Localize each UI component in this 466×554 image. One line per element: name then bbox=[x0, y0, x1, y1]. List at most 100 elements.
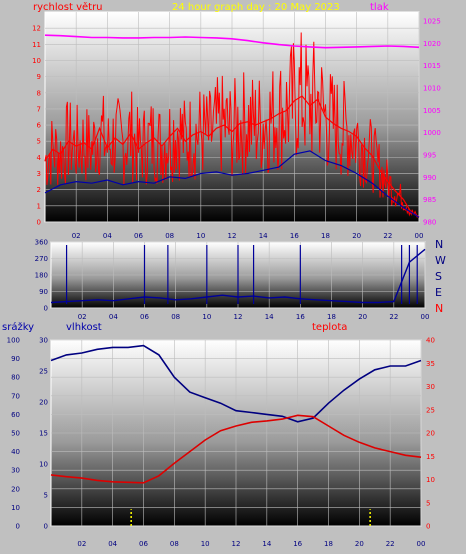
temperature-tick-label: 15 bbox=[426, 453, 435, 461]
compass-s: S bbox=[435, 270, 442, 283]
x-tick-label: 20 bbox=[355, 540, 364, 548]
rain-tick-label: 20 bbox=[11, 485, 20, 493]
temperature-tick-label: 10 bbox=[426, 476, 435, 484]
temperature-series bbox=[50, 414, 422, 484]
series-layer bbox=[44, 32, 426, 526]
x-tick-label: 16 bbox=[290, 232, 299, 240]
x-tick-label: 14 bbox=[265, 313, 274, 321]
pressure-tick-label: 1015 bbox=[423, 62, 441, 70]
x-tick-label: 08 bbox=[171, 313, 180, 321]
pressure-tick-label: 980 bbox=[423, 219, 436, 227]
x-tick-label: 08 bbox=[165, 232, 174, 240]
humidity-tick-label: 10 bbox=[39, 461, 48, 469]
x-tick-label: 06 bbox=[134, 232, 143, 240]
wind-gust-series bbox=[44, 32, 419, 219]
humidity-tick-label: 15 bbox=[39, 430, 48, 438]
direction-tick-label: 0 bbox=[44, 305, 48, 313]
x-tick-label: 02 bbox=[77, 540, 86, 548]
wind-tick-label: 10 bbox=[32, 57, 41, 65]
wind-tick-label: 1 bbox=[37, 202, 41, 210]
x-tick-label: 00 bbox=[421, 313, 430, 321]
x-tick-label: 12 bbox=[228, 232, 237, 240]
x-tick-label: 22 bbox=[389, 313, 398, 321]
compass-n-bottom: N bbox=[435, 302, 443, 315]
x-tick-label: 10 bbox=[201, 540, 210, 548]
wind-tick-label: 3 bbox=[37, 170, 41, 178]
pressure-tick-label: 1005 bbox=[423, 107, 441, 115]
rain-tick-label: 50 bbox=[11, 430, 20, 438]
wind-speed-series bbox=[44, 95, 420, 218]
wind-axis-title: rychlost větru bbox=[33, 1, 103, 13]
pressure-series bbox=[44, 34, 420, 49]
x-tick-label: 14 bbox=[259, 232, 268, 240]
direction-tick-label: 90 bbox=[39, 288, 48, 296]
x-tick-label: 00 bbox=[417, 540, 426, 548]
pressure-tick-label: 985 bbox=[423, 196, 436, 204]
temperature-tick-label: 35 bbox=[426, 360, 435, 368]
rain-tick-label: 40 bbox=[11, 448, 20, 456]
wind-tick-label: 5 bbox=[37, 138, 41, 146]
pressure-tick-label: 990 bbox=[423, 174, 436, 182]
x-tick-label: 12 bbox=[234, 313, 243, 321]
rain-tick-label: 90 bbox=[11, 355, 20, 363]
pressure-tick-label: 1010 bbox=[423, 84, 441, 92]
rain-tick-label: 30 bbox=[11, 467, 20, 475]
x-tick-label: 04 bbox=[108, 540, 117, 548]
x-tick-label: 00 bbox=[415, 232, 424, 240]
rain-tick-label: 0 bbox=[16, 523, 20, 531]
humidity-tick-label: 5 bbox=[44, 492, 48, 500]
temperature-tick-label: 0 bbox=[426, 523, 430, 531]
rain-tick-label: 70 bbox=[11, 392, 20, 400]
x-tick-label: 02 bbox=[78, 313, 87, 321]
x-tick-label: 10 bbox=[196, 232, 205, 240]
humidity-tick-label: 20 bbox=[39, 399, 48, 407]
humidity-tick-label: 25 bbox=[39, 368, 48, 376]
rain-tick-label: 100 bbox=[7, 337, 20, 345]
wind-tick-label: 12 bbox=[32, 25, 41, 33]
x-tick-label: 18 bbox=[327, 313, 336, 321]
compass-w: W bbox=[435, 254, 446, 267]
wind-tick-label: 11 bbox=[32, 41, 41, 49]
axis-labels: 02 04 06 08 10 12 14 16 18 20 22 000123456789101112… bbox=[7, 17, 441, 548]
chart-title: 24 hour graph day : 20 May 2023 bbox=[172, 2, 340, 13]
x-tick-label: 12 bbox=[232, 540, 241, 548]
x-tick-label: 18 bbox=[324, 540, 333, 548]
humidity-series bbox=[50, 344, 422, 423]
pressure-tick-label: 995 bbox=[423, 151, 436, 159]
x-tick-label: 04 bbox=[103, 232, 112, 240]
x-tick-label: 02 bbox=[72, 232, 81, 240]
temperature-tick-label: 5 bbox=[426, 499, 430, 507]
wind-tick-label: 4 bbox=[37, 154, 42, 162]
x-tick-label: 08 bbox=[170, 540, 179, 548]
wind-tick-label: 2 bbox=[37, 186, 41, 194]
direction-tick-label: 360 bbox=[35, 239, 48, 247]
rain-axis-title: srážky bbox=[2, 321, 34, 333]
wind-tick-label: 7 bbox=[37, 105, 41, 113]
pressure-tick-label: 1020 bbox=[423, 40, 441, 48]
x-tick-label: 06 bbox=[140, 313, 149, 321]
x-tick-label: 04 bbox=[109, 313, 118, 321]
x-tick-label: 10 bbox=[202, 313, 211, 321]
pressure-tick-label: 1000 bbox=[423, 129, 441, 137]
humidity-axis-title: vlhkost bbox=[66, 322, 102, 333]
x-tick-label: 16 bbox=[293, 540, 302, 548]
x-tick-label: 18 bbox=[321, 232, 330, 240]
temperature-tick-label: 20 bbox=[426, 430, 435, 438]
x-tick-label: 14 bbox=[262, 540, 271, 548]
temperature-axis-title: teplota bbox=[312, 322, 347, 333]
wind-tick-label: 8 bbox=[37, 89, 41, 97]
x-tick-label: 20 bbox=[358, 313, 367, 321]
x-tick-label: 06 bbox=[139, 540, 148, 548]
rain-tick-label: 80 bbox=[11, 374, 20, 382]
humidity-tick-label: 30 bbox=[39, 337, 48, 345]
wind-average-series bbox=[44, 150, 420, 218]
direction-tick-label: 180 bbox=[35, 272, 48, 280]
pressure-axis-title: tlak bbox=[370, 2, 389, 13]
humidity-tick-label: 0 bbox=[44, 523, 48, 531]
wind-tick-label: 0 bbox=[37, 219, 41, 227]
x-tick-label: 22 bbox=[383, 232, 392, 240]
temperature-tick-label: 25 bbox=[426, 406, 435, 414]
temperature-tick-label: 30 bbox=[426, 383, 435, 391]
direction-tick-label: 270 bbox=[35, 255, 48, 263]
